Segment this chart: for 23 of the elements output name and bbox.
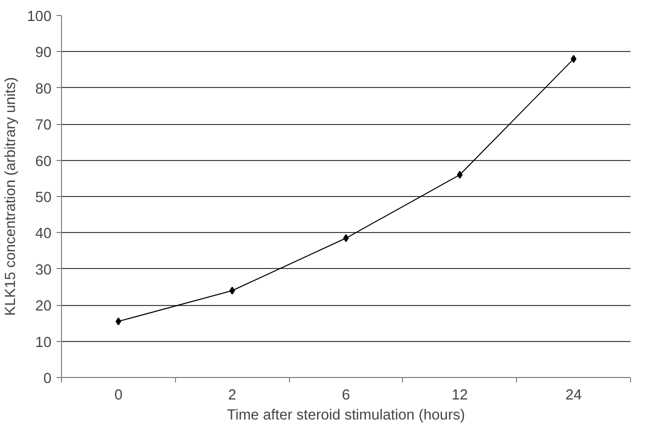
y-tick-label: 100 xyxy=(27,9,52,25)
y-tick-label: 10 xyxy=(35,334,52,351)
y-tick-label: 50 xyxy=(35,190,52,206)
y-tick-label: 80 xyxy=(35,81,52,98)
x-tick-label: 2 xyxy=(228,388,236,404)
x-tick-label: 12 xyxy=(452,388,468,404)
x-tick-label: 6 xyxy=(342,388,350,404)
y-tick-label: 30 xyxy=(35,262,52,278)
y-axis-title: KLK15 concentration (arbitrary units) xyxy=(3,77,20,316)
y-tick-label: 40 xyxy=(35,226,52,242)
y-tick-label: 0 xyxy=(43,371,52,387)
x-tick-label: 0 xyxy=(114,388,122,404)
y-tick-label: 20 xyxy=(35,298,52,315)
y-tick-label: 70 xyxy=(35,118,52,134)
y-tick-label: 60 xyxy=(35,154,52,170)
x-tick-label: 24 xyxy=(565,388,582,404)
point xyxy=(456,170,463,179)
point xyxy=(570,54,576,63)
point xyxy=(116,317,122,326)
x-axis-title: Time after steroid stimulation (hours) xyxy=(226,408,466,424)
point xyxy=(229,286,236,295)
point xyxy=(343,234,349,242)
y-tick-label: 90 xyxy=(35,45,52,62)
